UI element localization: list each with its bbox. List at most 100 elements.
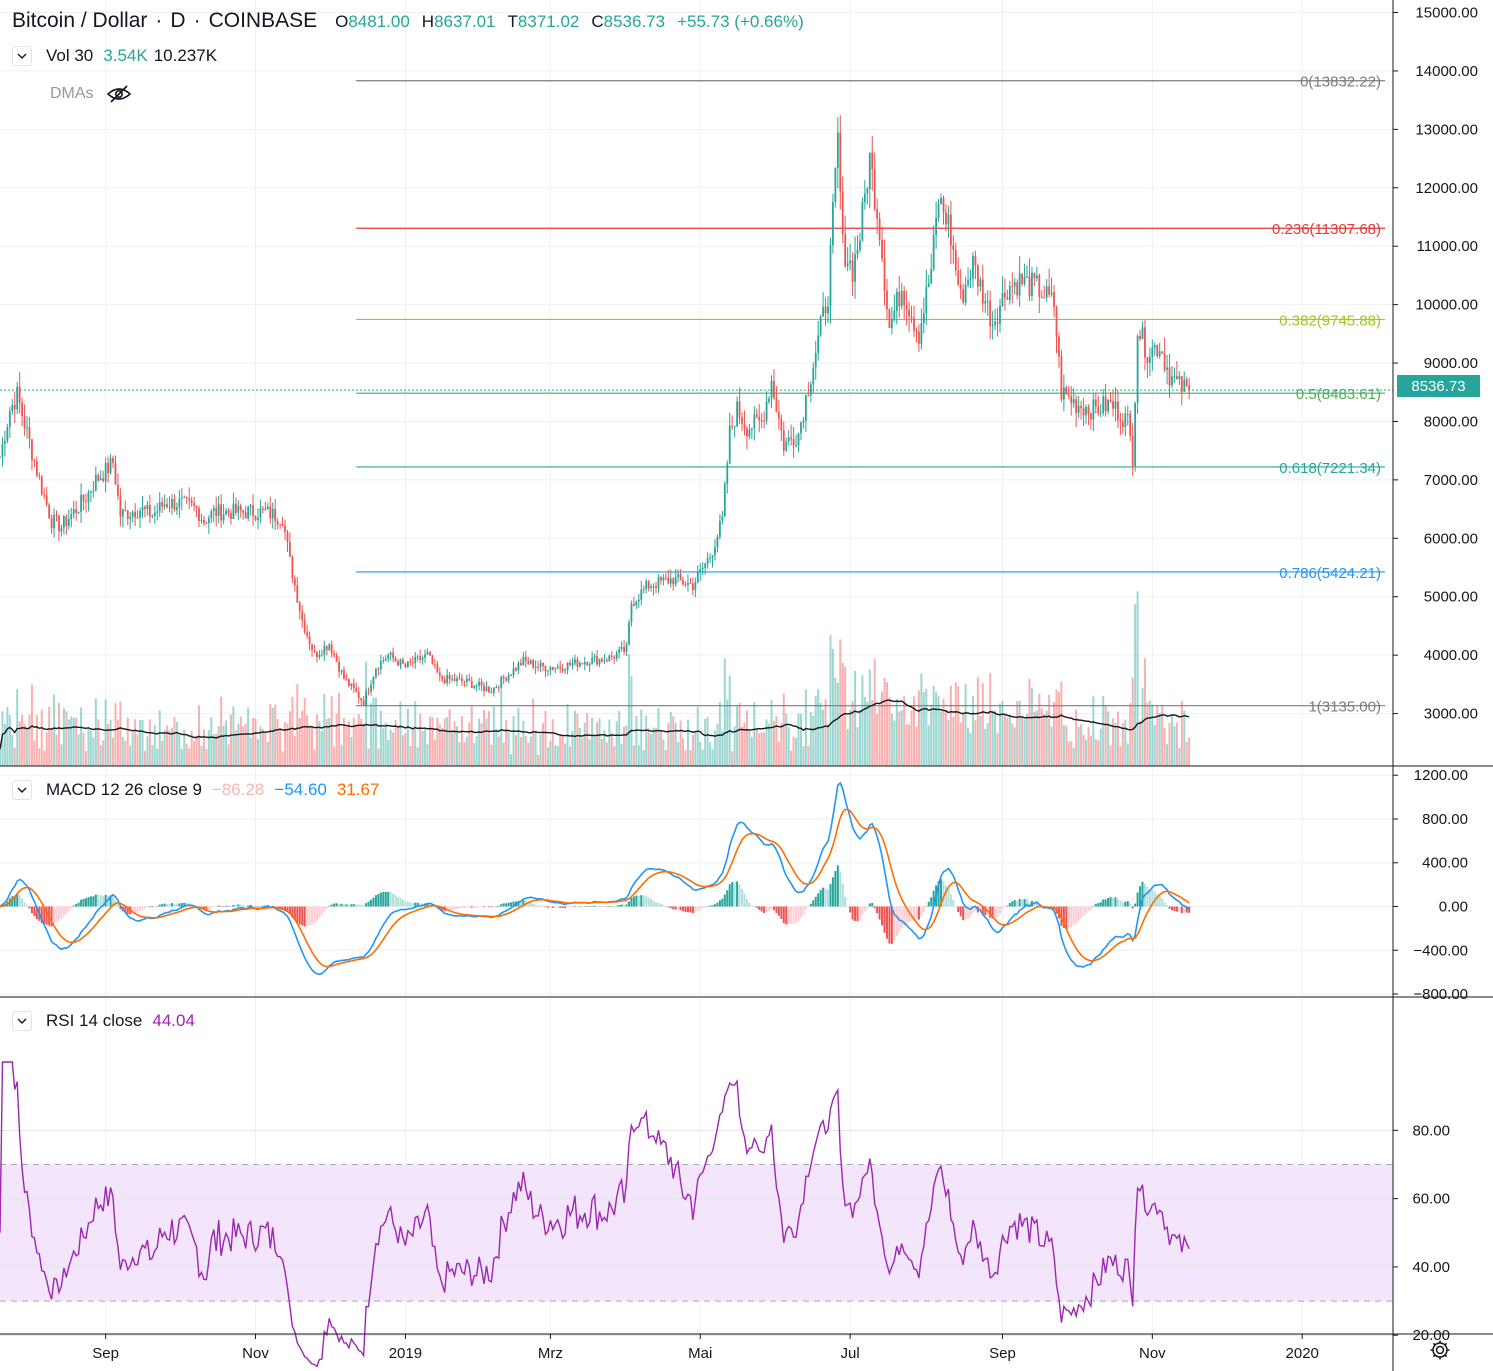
volume-bar xyxy=(549,740,552,766)
candle-body xyxy=(424,654,426,658)
candle-body xyxy=(999,305,1001,324)
macd-histogram-bar xyxy=(677,906,680,910)
macd-collapse-button[interactable] xyxy=(12,780,32,800)
candle-body xyxy=(601,658,603,662)
volume-bar xyxy=(136,734,139,766)
macd-histogram-bar xyxy=(733,882,736,907)
current-price-tag: 8536.73 xyxy=(1397,375,1480,397)
macd-histogram-bar xyxy=(416,902,419,907)
macd-histogram-bar xyxy=(89,896,92,907)
eye-crossed-icon[interactable] xyxy=(106,84,132,104)
volume-bar xyxy=(686,719,689,766)
volume-bar xyxy=(470,706,473,766)
macd-histogram-bar xyxy=(453,906,456,910)
candle-body xyxy=(1148,356,1151,363)
volume-bar xyxy=(350,736,353,766)
candle-body xyxy=(333,653,336,656)
macd-histogram-bar xyxy=(770,906,773,910)
candle-body xyxy=(117,484,119,496)
volume-bar xyxy=(1092,696,1095,766)
candle-body xyxy=(1055,306,1058,337)
candle-body xyxy=(239,505,242,511)
volume-bar xyxy=(913,696,916,766)
candle-body xyxy=(645,581,648,589)
gear-icon[interactable] xyxy=(1428,1338,1452,1362)
time-axis-label: Nov xyxy=(242,1345,269,1362)
volume-bar xyxy=(593,734,596,766)
candle-body xyxy=(827,306,829,314)
volume-bar xyxy=(318,720,321,766)
macd-legend[interactable]: MACD 12 26 close 9 −86.28 −54.60 31.67 xyxy=(12,780,379,800)
candle-body xyxy=(72,509,75,515)
rsi-collapse-button[interactable] xyxy=(12,1011,32,1031)
volume-bar xyxy=(944,710,947,766)
macd-axis-label: −400.00 xyxy=(1413,942,1468,959)
macd-histogram-bar xyxy=(249,904,252,907)
candle-body xyxy=(446,674,449,684)
volume-bar xyxy=(229,714,232,766)
volume-bar xyxy=(758,733,761,766)
macd-histogram-bar xyxy=(831,877,834,907)
volume-bar xyxy=(1021,715,1024,766)
macd-histogram-bar xyxy=(342,904,345,907)
macd-histogram-bar xyxy=(659,903,662,907)
macd-histogram-bar xyxy=(618,905,621,907)
volume-bar xyxy=(23,724,26,766)
volume-bar xyxy=(696,706,699,766)
macd-histogram-bar xyxy=(569,906,572,907)
candle-body xyxy=(244,512,247,519)
volume-bar xyxy=(519,736,522,766)
candle-body xyxy=(53,514,55,529)
macd-histogram-bar xyxy=(1013,899,1016,907)
candle-body xyxy=(832,202,834,246)
macd-histogram-bar xyxy=(313,906,316,923)
candle-body xyxy=(696,572,699,583)
dmas-legend[interactable]: DMAs xyxy=(50,84,132,104)
candle-body xyxy=(11,404,14,412)
macd-histogram-bar xyxy=(318,906,321,919)
symbol-legend[interactable]: Bitcoin / Dollar · D · COINBASE O8481.00… xyxy=(12,9,804,33)
candle-body xyxy=(453,678,456,682)
volume-bar xyxy=(937,696,940,766)
candle-body xyxy=(908,309,910,317)
candle-body xyxy=(365,691,367,706)
symbol-exchange: COINBASE xyxy=(208,9,318,32)
macd-histogram-bar xyxy=(92,896,95,907)
macd-histogram-bar xyxy=(1006,905,1009,907)
volume-bar xyxy=(269,703,272,766)
candle-body xyxy=(881,239,883,259)
volume-bar xyxy=(473,742,476,766)
volume-bar xyxy=(819,702,822,766)
candle-body xyxy=(261,508,264,510)
price-axis-label: 7000.00 xyxy=(1424,472,1478,489)
macd-histogram-bar xyxy=(456,906,459,910)
candle-body xyxy=(94,474,97,491)
candle-body xyxy=(1045,286,1048,298)
rsi-legend[interactable]: RSI 14 close 44.04 xyxy=(12,1011,195,1031)
macd-histogram-bar xyxy=(1008,902,1011,907)
price-axis-label: 5000.00 xyxy=(1424,589,1478,606)
macd-histogram-bar xyxy=(900,906,903,929)
macd-histogram-bar xyxy=(854,906,857,921)
candle-body xyxy=(1048,286,1051,295)
volume-bar xyxy=(807,745,810,766)
volume-legend[interactable]: Vol 30 3.54K 10.237K xyxy=(12,46,217,66)
volume-bar xyxy=(436,717,439,766)
volume-bar xyxy=(782,693,785,766)
macd-histogram-bar xyxy=(30,906,33,914)
price-axis-label: 12000.00 xyxy=(1415,180,1478,197)
macd-histogram-bar xyxy=(588,906,591,907)
volume-collapse-button[interactable] xyxy=(12,46,32,66)
volume-bar xyxy=(1151,704,1154,766)
volume-bar xyxy=(421,730,424,766)
candle-body xyxy=(1026,276,1028,278)
macd-histogram-bar xyxy=(637,895,640,907)
macd-histogram-bar xyxy=(1080,906,1083,919)
volume-bar xyxy=(804,689,807,766)
macd-histogram-bar xyxy=(222,906,225,907)
macd-histogram-bar xyxy=(682,906,685,912)
volume-bar xyxy=(763,732,766,766)
volume-bar xyxy=(315,714,318,766)
candle-body xyxy=(753,414,756,429)
